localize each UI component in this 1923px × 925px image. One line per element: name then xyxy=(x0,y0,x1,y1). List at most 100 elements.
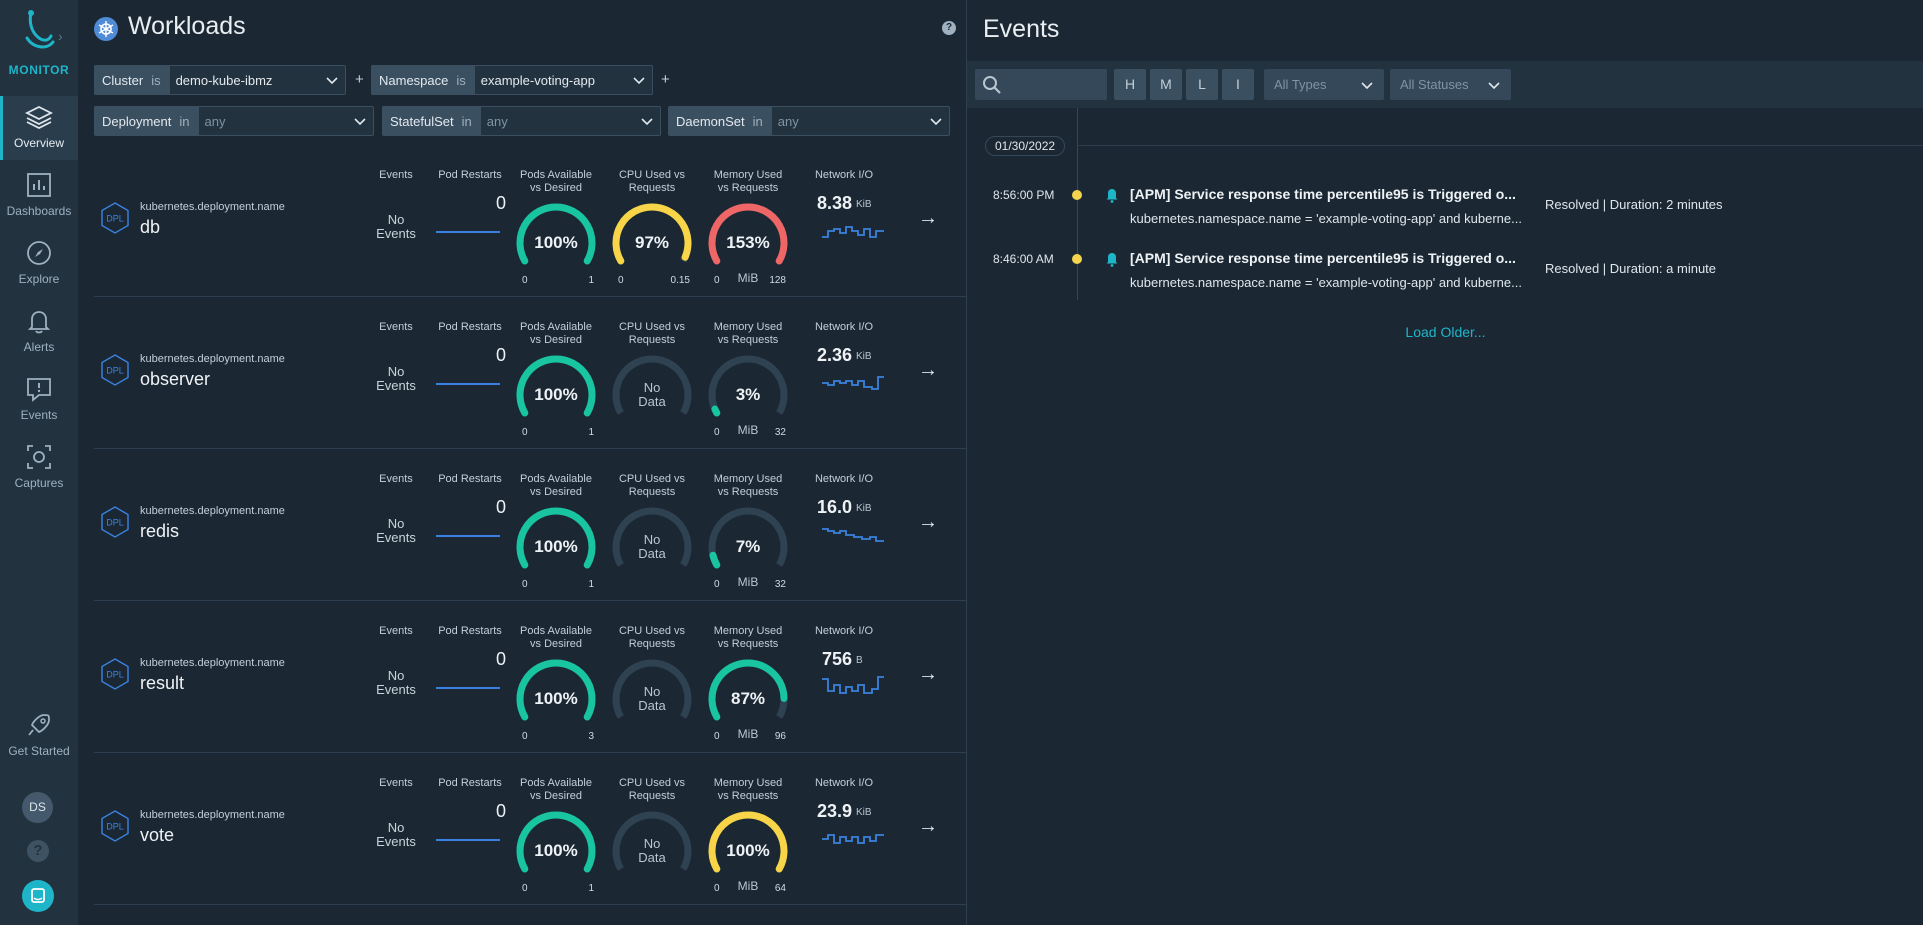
cluster-select[interactable]: demo-kube-ibmz xyxy=(168,65,346,95)
deployment-hex-icon: DPL xyxy=(101,202,129,234)
open-workload-arrow-icon[interactable]: → xyxy=(918,207,938,229)
gauge-value: 100% xyxy=(534,689,578,708)
gauge-max: 0.15 xyxy=(670,275,690,286)
sidebar-item-overview[interactable]: Overview xyxy=(0,96,78,160)
sidebar-item-alerts[interactable]: Alerts xyxy=(0,300,78,364)
no-events-text: No Events xyxy=(376,820,416,849)
gauge-fill xyxy=(708,811,788,873)
statuses-select[interactable]: All Statuses xyxy=(1390,69,1511,100)
sidebar-item-captures[interactable]: Captures xyxy=(0,436,78,500)
pod-restarts-line xyxy=(436,383,500,385)
chevron-down-icon xyxy=(1361,81,1373,89)
gauge-value: 100% xyxy=(534,841,578,860)
gauge-value: 100% xyxy=(726,841,770,860)
cpu-col-title: CPU Used vs Requests xyxy=(618,625,686,650)
filter-operator: in xyxy=(461,113,472,129)
memory-gauge xyxy=(708,507,788,569)
namespace-filter[interactable]: Namespace is example-voting-app xyxy=(371,65,653,95)
network-value: 8.38 xyxy=(816,193,852,213)
cpu-col-title: CPU Used vs Requests xyxy=(618,321,686,346)
sidebar-item-get-started[interactable]: Get Started xyxy=(0,704,78,766)
row-meta: kubernetes.deployment.name xyxy=(140,201,285,213)
gauge-min: 0 xyxy=(522,275,528,286)
memory-gauge xyxy=(708,355,788,417)
cpu-gauge xyxy=(612,355,692,415)
sidebar-item-label: Explore xyxy=(18,272,60,286)
workload-row[interactable]: DPL kubernetes.deployment.name result Ev… xyxy=(94,601,966,753)
network-sparkline xyxy=(822,834,884,844)
types-select-value: All Types xyxy=(1274,77,1327,92)
severity-high-button[interactable]: H xyxy=(1114,69,1146,100)
chat-button[interactable] xyxy=(22,880,54,912)
kind-badge: DPL xyxy=(106,670,124,680)
avatar[interactable]: DS xyxy=(22,792,53,823)
daemonset-select[interactable]: any xyxy=(770,106,950,136)
severity-low-button[interactable]: L xyxy=(1186,69,1218,100)
events-title: Events xyxy=(983,15,1060,43)
filter-key: Deployment xyxy=(102,113,172,129)
sidebar-item-events[interactable]: Events xyxy=(0,368,78,432)
row-name[interactable]: db xyxy=(140,217,161,237)
workload-row[interactable]: DPL kubernetes.deployment.name redis Eve… xyxy=(94,449,966,601)
events-col-title: Events xyxy=(379,777,413,789)
brand[interactable]: › MONITOR xyxy=(0,8,78,77)
open-workload-arrow-icon[interactable]: → xyxy=(918,815,938,837)
add-filter-button[interactable]: + xyxy=(355,71,364,88)
gauge-value: 87% xyxy=(730,689,766,708)
cluster-filter[interactable]: Cluster is demo-kube-ibmz xyxy=(94,65,346,95)
chevron-down-icon xyxy=(354,118,366,126)
workload-row[interactable]: DPL kubernetes.deployment.name vote Even… xyxy=(94,753,966,905)
open-workload-arrow-icon[interactable]: → xyxy=(918,359,938,381)
workload-row[interactable]: DPL kubernetes.deployment.name observer … xyxy=(94,297,966,449)
cpu-gauge xyxy=(612,811,692,871)
row-name[interactable]: redis xyxy=(140,521,180,541)
types-select[interactable]: All Types xyxy=(1264,69,1384,100)
gauge-track xyxy=(708,507,788,567)
date-divider xyxy=(1077,145,1923,146)
pod-restarts-col-title: Pod Restarts xyxy=(438,321,502,333)
gauge-max: 32 xyxy=(774,427,786,438)
row-name[interactable]: vote xyxy=(140,825,175,845)
namespace-select[interactable]: example-voting-app xyxy=(473,65,653,95)
load-older-link[interactable]: Load Older... xyxy=(1405,324,1486,340)
memory-col-title: Memory Used vs Requests xyxy=(713,473,783,498)
gauge-min: 0 xyxy=(522,579,528,590)
deployment-hex-icon: DPL xyxy=(101,506,129,538)
pod-restarts-line xyxy=(436,535,500,537)
help-icon[interactable]: ? xyxy=(27,840,49,862)
chevron-right-icon[interactable]: › xyxy=(58,28,63,44)
pod-restarts-value: 0 xyxy=(495,345,506,365)
no-events-text: No Events xyxy=(376,364,416,393)
severity-medium-button[interactable]: M xyxy=(1150,69,1182,100)
open-workload-arrow-icon[interactable]: → xyxy=(918,511,938,533)
memory-col-title: Memory Used vs Requests xyxy=(713,777,783,802)
open-workload-arrow-icon[interactable]: → xyxy=(918,663,938,685)
deployment-select[interactable]: any xyxy=(197,106,374,136)
row-name[interactable]: observer xyxy=(140,369,211,389)
severity-info-button[interactable]: I xyxy=(1222,69,1254,100)
deployment-hex-icon: DPL xyxy=(101,354,129,386)
statefulset-filter[interactable]: StatefulSet in any xyxy=(382,106,661,136)
sidebar-item-dashboards[interactable]: Dashboards xyxy=(0,164,78,228)
filter-value: any xyxy=(486,113,508,129)
events-col-title: Events xyxy=(379,321,413,333)
workload-row[interactable]: DPL kubernetes.deployment.name db Events… xyxy=(94,145,966,297)
gauge-unit: MiB xyxy=(737,727,759,741)
search-input[interactable] xyxy=(975,69,1107,100)
network-col-title: Network I/O xyxy=(814,473,874,485)
gauge-unit: MiB xyxy=(737,575,759,589)
pods-col-title: Pods Available vs Desired xyxy=(520,777,592,802)
gauge-value: 97% xyxy=(634,233,670,252)
bell-icon xyxy=(1106,253,1118,267)
sidebar-item-explore[interactable]: Explore xyxy=(0,232,78,296)
events-col-title: Events xyxy=(379,473,413,485)
deployment-filter[interactable]: Deployment in any xyxy=(94,106,374,136)
row-name[interactable]: result xyxy=(140,673,185,693)
event-time: 8:46:00 AM xyxy=(993,252,1054,266)
daemonset-filter[interactable]: DaemonSet in any xyxy=(668,106,950,136)
gauge-no-data: No Data xyxy=(638,532,666,561)
help-icon[interactable]: ? xyxy=(942,21,956,35)
statefulset-select[interactable]: any xyxy=(479,106,661,136)
add-filter-button[interactable]: + xyxy=(661,71,670,88)
memory-gauge xyxy=(708,659,788,721)
